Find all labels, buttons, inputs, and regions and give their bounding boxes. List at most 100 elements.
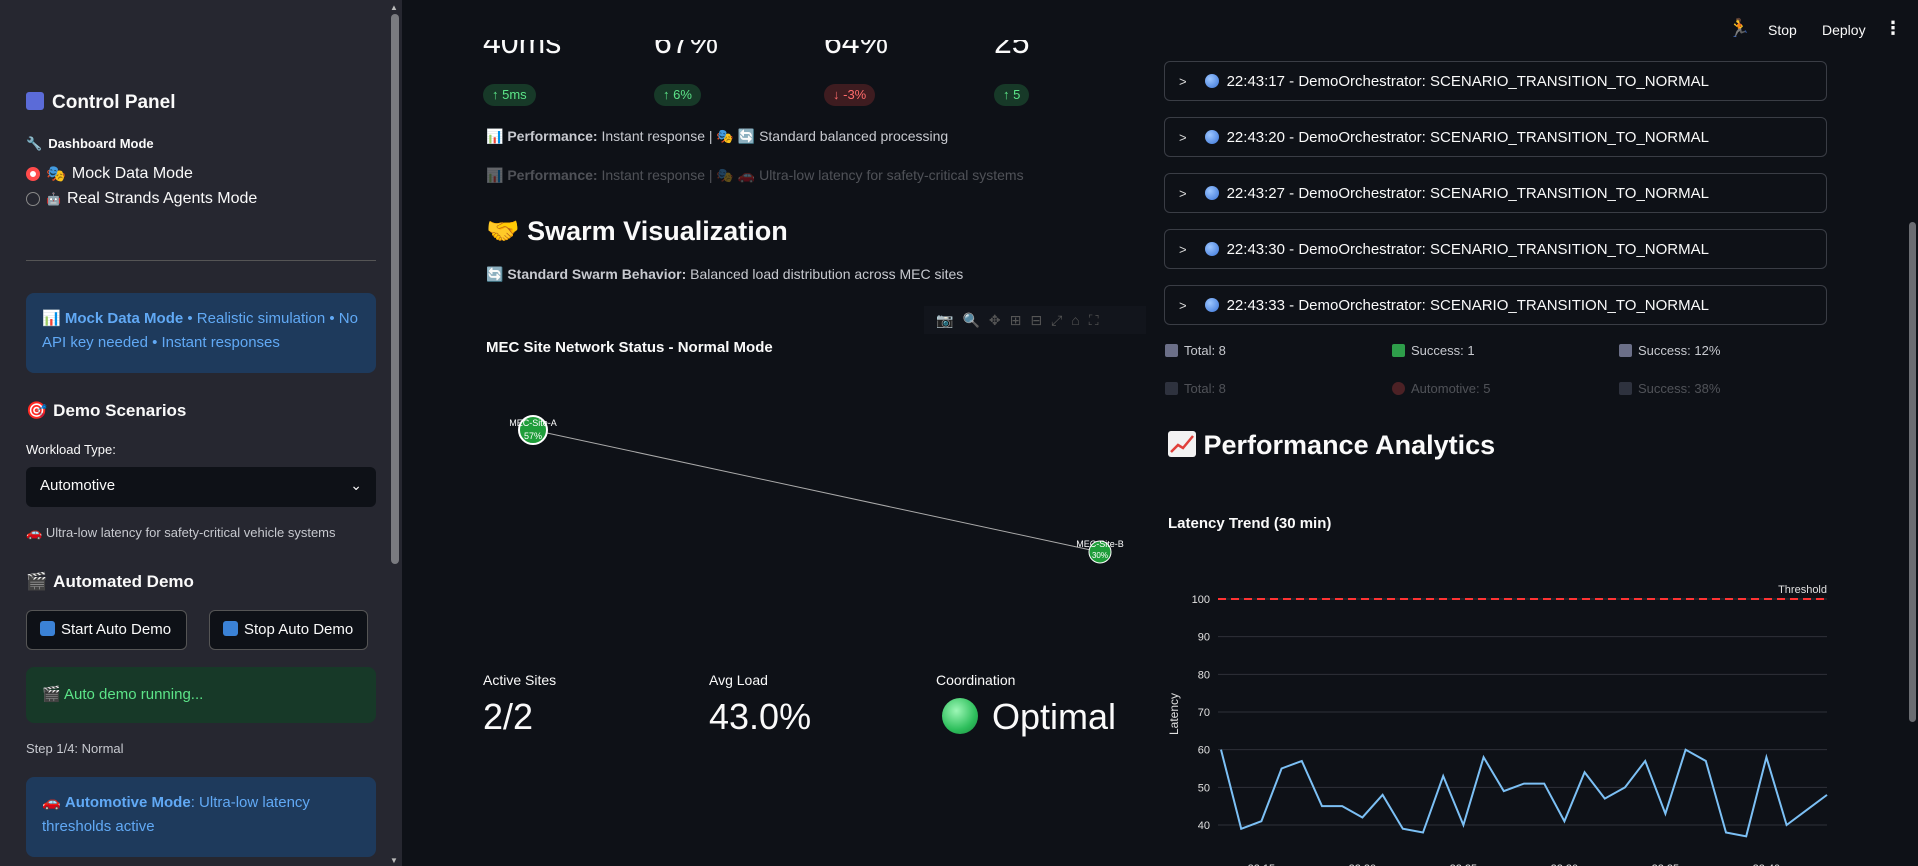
network-node[interactable] <box>518 415 548 445</box>
stat-automotive-faded: Automotive: 5 <box>1392 381 1491 396</box>
swarm-behavior-text: 🔄 Standard Swarm Behavior: Balanced load… <box>486 266 964 282</box>
log-expander[interactable]: >22:43:33 - DemoOrchestrator: SCENARIO_T… <box>1164 285 1827 325</box>
kpi-label: Coordination <box>936 672 1016 688</box>
metric-value: 64% <box>824 40 889 60</box>
stop-button[interactable]: Stop <box>1768 22 1797 38</box>
radio-unselected-indicator[interactable] <box>26 192 40 206</box>
chevron-right-icon[interactable]: > <box>1179 241 1187 257</box>
radio-mock-data-mode[interactable]: 🎭 Mock Data Mode <box>26 164 193 184</box>
x-tick-label: 22:30 <box>1551 863 1579 866</box>
demo-scenarios-title: 🎯 Demo Scenarios <box>26 401 187 420</box>
autoscale-icon[interactable]: ⤢ <box>1051 311 1063 328</box>
y-tick-label: 40 <box>1198 820 1210 832</box>
blue-circle-icon <box>1204 74 1219 88</box>
kpi-label: Active Sites <box>483 672 557 688</box>
auto-demo-status-box: 🎬 Auto demo running... <box>26 667 376 723</box>
dashboard-mode-label: 🔧 Dashboard Mode <box>26 136 154 151</box>
threshold-label: Threshold <box>1778 584 1827 596</box>
x-tick-label: 22:25 <box>1450 863 1478 866</box>
workload-type-select[interactable]: Automotive ⌄ <box>26 467 376 507</box>
performance-line-faded: 📊 Performance: Instant response | 🎭 🚗 Ul… <box>486 167 1024 183</box>
chevron-right-icon[interactable]: > <box>1179 297 1187 313</box>
trend-chart-icon <box>1619 382 1632 395</box>
latency-chart-title: Latency Trend (30 min) <box>1168 515 1332 532</box>
start-auto-demo-button[interactable]: Start Auto Demo <box>26 610 187 650</box>
refresh-icon: 🔄 <box>737 128 756 144</box>
theater-masks-icon: 🎭 <box>46 166 66 183</box>
log-expander[interactable]: >22:43:20 - DemoOrchestrator: SCENARIO_T… <box>1164 117 1827 157</box>
sidebar-scrollbar-thumb[interactable] <box>391 14 399 564</box>
zoom-icon[interactable]: 🔍 <box>962 311 980 328</box>
chart-increasing-icon <box>1168 431 1196 457</box>
chevron-down-icon[interactable]: ⌄ <box>350 477 362 493</box>
main-menu-icon[interactable]: ⋮ <box>1884 18 1902 38</box>
metric-delta: ↑ 5ms <box>483 84 536 106</box>
stat-total-faded: Total: 8 <box>1165 381 1226 396</box>
kpi-value: 43.0% <box>709 696 812 737</box>
stop-auto-demo-button[interactable]: Stop Auto Demo <box>209 610 368 650</box>
demo-step-text: Step 1/4: Normal <box>26 741 124 756</box>
metric-delta: ↓ -3% <box>824 84 876 106</box>
wrench-icon: 🔧 <box>26 136 43 151</box>
control-knobs-icon <box>26 92 44 110</box>
blue-circle-icon <box>1204 242 1219 256</box>
zoom-in-icon[interactable]: ⊞ <box>1009 311 1022 328</box>
running-man-icon: 🏃 <box>1728 18 1751 38</box>
kpi-value-coordination: Optimal <box>942 696 1116 738</box>
scroll-up-arrow-icon[interactable]: ▲ <box>390 3 398 12</box>
metric-delta: ↑ 6% <box>654 84 701 106</box>
kpi-value: 2/2 <box>483 696 534 737</box>
workload-type-label: Workload Type: <box>26 442 116 457</box>
performance-line: 📊 Performance: Instant response | 🎭 🔄 St… <box>486 128 949 144</box>
y-tick-label: 60 <box>1198 745 1210 757</box>
latency-trend-chart: 40 50 60 70 80 90 100 Latency Threshold 22:15 22:2… <box>1167 584 1828 866</box>
fullscreen-icon[interactable]: ⛶ <box>1088 311 1099 328</box>
automotive-mode-info-box: 🚗 Automotive Mode: Ultra-low latency thr… <box>26 777 376 857</box>
scroll-down-arrow-icon[interactable]: ▼ <box>390 856 398 865</box>
stat-success-rate: Success: 12% <box>1619 343 1720 358</box>
network-link <box>532 429 1101 553</box>
x-tick-label: 22:20 <box>1349 863 1377 866</box>
radio-selected-indicator[interactable] <box>26 167 40 181</box>
trend-chart-icon <box>1619 344 1632 357</box>
chevron-right-icon[interactable]: > <box>1179 129 1187 145</box>
log-expander[interactable]: >22:43:30 - DemoOrchestrator: SCENARIO_T… <box>1164 229 1827 269</box>
camera-icon[interactable]: 📷 <box>936 311 954 328</box>
zoom-out-icon[interactable]: ⊟ <box>1030 311 1043 328</box>
main-scrollbar-thumb[interactable] <box>1909 222 1916 722</box>
deploy-button[interactable]: Deploy <box>1822 22 1866 38</box>
kpi-label: Avg Load <box>709 672 768 688</box>
workload-caption: 🚗 Ultra-low latency for safety-critical … <box>26 525 336 540</box>
handshake-icon: 🤝 <box>486 216 520 246</box>
blue-circle-icon <box>1204 186 1219 200</box>
log-expander[interactable]: >22:43:17 - DemoOrchestrator: SCENARIO_T… <box>1164 61 1827 101</box>
radio-real-strands-agents-mode[interactable]: 🤖 Real Strands Agents Mode <box>26 190 257 208</box>
pan-icon[interactable]: ✥ <box>988 311 1001 328</box>
chevron-right-icon[interactable]: > <box>1179 185 1187 201</box>
clapper-icon: 🎬 <box>42 686 61 703</box>
performance-analytics-heading: Performance Analytics <box>1168 430 1495 461</box>
play-icon <box>40 621 55 636</box>
stat-total: Total: 8 <box>1165 343 1226 358</box>
check-mark-icon <box>1392 344 1405 357</box>
blue-circle-icon <box>1204 130 1219 144</box>
sidebar: Control Panel 🔧 Dashboard Mode 🎭 Mock Dat… <box>0 0 402 866</box>
clapper-icon: 🎬 <box>26 572 48 591</box>
metric-value: 25 <box>994 40 1030 60</box>
y-tick-label: 100 <box>1192 594 1210 606</box>
mock-data-info-box: 📊 Mock Data Mode • Realistic simulation … <box>26 293 376 373</box>
y-tick-label: 80 <box>1198 669 1210 681</box>
control-panel-title: Control Panel <box>26 92 176 114</box>
log-expander[interactable]: >22:43:27 - DemoOrchestrator: SCENARIO_T… <box>1164 173 1827 213</box>
network-graph: MEC-Site-A 57% MEC-Site-B 30% <box>509 415 1124 564</box>
theater-masks-icon: 🎭 <box>716 167 734 183</box>
node-load-label: 30% <box>1092 551 1108 560</box>
metric-delta: ↑ 5 <box>994 84 1030 106</box>
target-icon <box>1392 382 1405 395</box>
metric-value: 67% <box>654 40 719 60</box>
home-icon[interactable]: ⌂ <box>1071 312 1080 328</box>
network-status-title: MEC Site Network Status - Normal Mode <box>486 339 773 356</box>
network-node[interactable] <box>1088 540 1112 564</box>
chevron-right-icon[interactable]: > <box>1179 73 1187 89</box>
bar-chart-icon <box>1165 382 1178 395</box>
